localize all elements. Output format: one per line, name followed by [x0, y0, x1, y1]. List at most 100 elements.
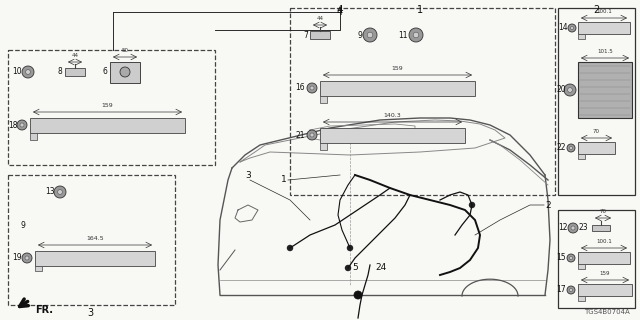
Circle shape — [568, 24, 576, 32]
Circle shape — [367, 32, 372, 38]
Circle shape — [570, 288, 573, 292]
Bar — [8, 175, 175, 305]
Text: FR.: FR. — [35, 305, 53, 315]
Text: 1: 1 — [281, 175, 287, 185]
Text: 70: 70 — [600, 209, 607, 214]
Circle shape — [307, 130, 317, 140]
Circle shape — [567, 286, 575, 294]
Bar — [30, 133, 37, 140]
Circle shape — [20, 123, 24, 127]
Text: TGS4B0704A: TGS4B0704A — [584, 309, 630, 315]
Text: 159: 159 — [392, 66, 403, 71]
Text: 3: 3 — [245, 171, 251, 180]
Circle shape — [58, 189, 63, 194]
Bar — [592, 225, 610, 231]
Circle shape — [307, 83, 317, 93]
Circle shape — [54, 186, 66, 198]
Bar — [320, 81, 475, 96]
Circle shape — [571, 226, 575, 230]
Text: 6: 6 — [102, 68, 107, 76]
Circle shape — [17, 120, 27, 130]
Bar — [578, 62, 632, 118]
Bar — [558, 8, 635, 195]
Text: 22: 22 — [557, 143, 566, 153]
Text: 2: 2 — [593, 5, 599, 15]
Text: 15: 15 — [556, 253, 566, 262]
Circle shape — [564, 84, 576, 96]
Text: 159: 159 — [102, 103, 113, 108]
Bar — [578, 142, 615, 154]
Text: 24: 24 — [375, 263, 387, 273]
Text: 7: 7 — [303, 30, 308, 39]
Text: 44: 44 — [317, 16, 323, 21]
Bar — [578, 252, 630, 264]
Text: 50: 50 — [122, 48, 129, 53]
Text: 19: 19 — [12, 253, 22, 262]
Text: 16: 16 — [296, 84, 305, 92]
Bar — [578, 154, 585, 159]
Bar — [558, 210, 635, 308]
Bar — [110, 62, 140, 83]
Circle shape — [310, 133, 314, 137]
Bar — [30, 118, 185, 133]
Text: 70: 70 — [593, 129, 600, 134]
Bar — [65, 68, 85, 76]
Circle shape — [26, 69, 31, 74]
Text: 3: 3 — [87, 308, 93, 318]
Circle shape — [570, 147, 573, 149]
Text: 13: 13 — [45, 188, 55, 196]
Circle shape — [345, 265, 351, 271]
Circle shape — [354, 291, 362, 299]
Circle shape — [310, 86, 314, 90]
Text: 9: 9 — [357, 30, 362, 39]
Text: 1: 1 — [417, 5, 423, 15]
Text: 10: 10 — [12, 68, 22, 76]
Circle shape — [25, 256, 29, 260]
Circle shape — [347, 245, 353, 251]
Text: 4: 4 — [337, 7, 343, 17]
Bar — [290, 8, 555, 195]
Circle shape — [287, 245, 293, 251]
Bar — [320, 96, 327, 103]
Text: 4: 4 — [337, 5, 343, 15]
Circle shape — [570, 26, 573, 30]
Bar — [578, 284, 632, 296]
Bar — [35, 266, 42, 271]
Circle shape — [409, 28, 423, 42]
Circle shape — [568, 223, 578, 233]
Text: 21: 21 — [296, 131, 305, 140]
Text: 9: 9 — [20, 220, 25, 229]
Bar — [578, 34, 585, 39]
Text: 2: 2 — [545, 201, 550, 210]
Text: 14: 14 — [558, 23, 568, 33]
Text: 164.5: 164.5 — [86, 236, 104, 241]
Text: 140.3: 140.3 — [383, 113, 401, 118]
Text: 11: 11 — [399, 30, 408, 39]
Bar — [578, 264, 585, 269]
Text: 101.5: 101.5 — [597, 49, 613, 54]
Circle shape — [363, 28, 377, 42]
Text: 5: 5 — [352, 263, 358, 273]
Text: 100.1: 100.1 — [596, 9, 612, 14]
Circle shape — [567, 144, 575, 152]
Text: 18: 18 — [8, 121, 18, 130]
Circle shape — [570, 256, 573, 260]
Circle shape — [413, 32, 419, 38]
Bar — [320, 128, 465, 143]
Text: 12: 12 — [559, 223, 568, 233]
Bar — [320, 143, 327, 150]
Text: 100.1: 100.1 — [596, 239, 612, 244]
Circle shape — [568, 88, 572, 92]
Text: 20: 20 — [556, 85, 566, 94]
Text: 23: 23 — [579, 223, 588, 233]
Circle shape — [469, 202, 475, 208]
Bar — [578, 296, 585, 301]
Circle shape — [120, 67, 130, 77]
Circle shape — [22, 253, 32, 263]
Text: 17: 17 — [556, 285, 566, 294]
Bar — [35, 251, 155, 266]
Bar — [310, 31, 330, 39]
Circle shape — [567, 254, 575, 262]
Text: 8: 8 — [57, 68, 62, 76]
Bar — [8, 50, 215, 165]
